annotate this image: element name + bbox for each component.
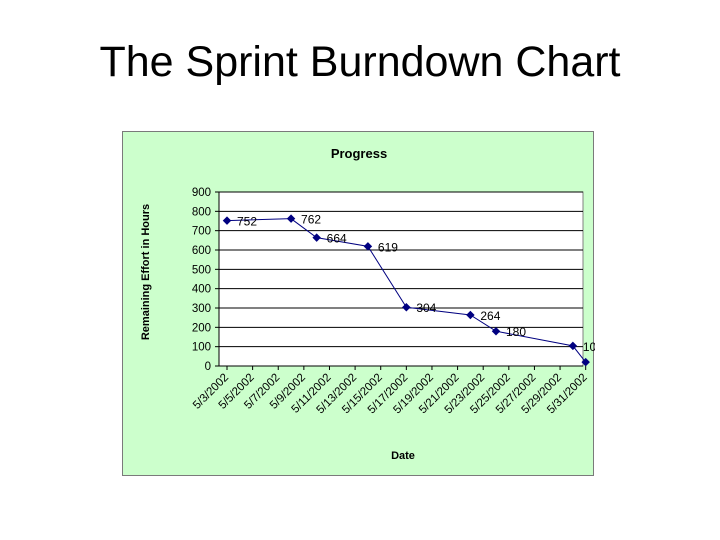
y-tick-label: 100 — [192, 342, 211, 354]
data-point-marker — [466, 310, 475, 320]
y-tick-label: 600 — [192, 245, 211, 257]
data-point-marker — [581, 357, 590, 367]
y-tick-label: 700 — [192, 226, 211, 238]
x-axis-label: Date — [391, 450, 415, 462]
y-tick-label: 200 — [192, 322, 211, 334]
data-labels: 75276266461930426418010420 — [237, 213, 595, 354]
y-tick-label: 400 — [192, 284, 211, 296]
x-tick-labels: 5/3/20025/5/20025/7/20025/9/20025/11/200… — [191, 366, 590, 416]
y-tick-label: 0 — [205, 361, 211, 373]
data-point-marker — [286, 214, 296, 223]
data-point-marker — [402, 302, 411, 312]
data-label: 664 — [327, 232, 347, 246]
data-point-marker — [222, 216, 232, 225]
y-tick-label: 900 — [192, 187, 211, 199]
data-label: 762 — [301, 213, 321, 227]
y-tick-label: 500 — [192, 264, 211, 276]
y-tick-label: 300 — [192, 303, 211, 315]
data-label: 619 — [378, 240, 398, 254]
data-label: 752 — [237, 215, 257, 229]
chart-panel: Progress Remaining Effort in Hours Date … — [122, 131, 595, 476]
slide-title: The Sprint Burndown Chart — [99, 38, 621, 86]
chart-title: Progress — [331, 146, 387, 161]
burndown-chart: Progress Remaining Effort in Hours Date … — [140, 146, 595, 462]
data-label: 264 — [480, 309, 500, 323]
data-point-marker — [312, 233, 321, 242]
y-tick-label: 800 — [192, 206, 211, 218]
grid-lines — [215, 191, 583, 367]
data-point-marker — [491, 326, 501, 336]
y-tick-labels: 0 100 200 300 400 500 600 700 800 900 — [192, 187, 211, 373]
data-label: 180 — [506, 325, 526, 339]
y-axis-label: Remaining Effort in Hours — [140, 204, 152, 340]
data-label: 304 — [416, 301, 436, 315]
data-label: 104 — [583, 340, 595, 354]
data-point-marker — [363, 242, 373, 251]
plot-area — [218, 191, 584, 367]
